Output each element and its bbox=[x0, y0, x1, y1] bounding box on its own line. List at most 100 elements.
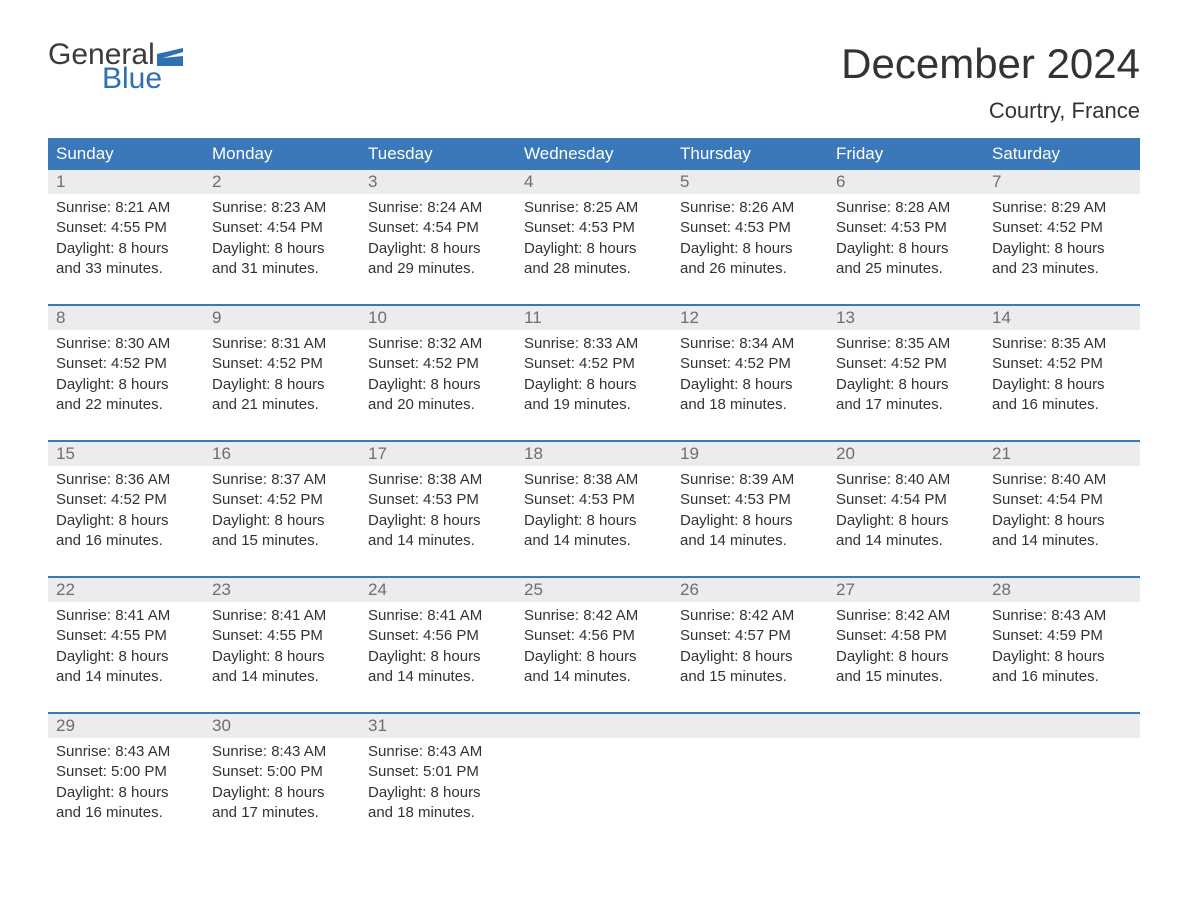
day-cell: Sunrise: 8:25 AMSunset: 4:53 PMDaylight:… bbox=[516, 194, 672, 286]
daynum-row: 891011121314 bbox=[48, 306, 1140, 330]
sunset-line: Sunset: 5:00 PM bbox=[212, 762, 352, 782]
daylight-line-1: Daylight: 8 hours bbox=[836, 375, 976, 395]
day-number: 1 bbox=[48, 170, 204, 194]
sunset-line: Sunset: 4:52 PM bbox=[524, 354, 664, 374]
sunset-line: Sunset: 4:52 PM bbox=[836, 354, 976, 374]
day-number: 28 bbox=[984, 578, 1140, 602]
daylight-line-2: and 14 minutes. bbox=[524, 667, 664, 687]
daylight-line-1: Daylight: 8 hours bbox=[368, 783, 508, 803]
daylight-line-2: and 16 minutes. bbox=[992, 667, 1132, 687]
sunrise-line: Sunrise: 8:42 AM bbox=[836, 606, 976, 626]
daylight-line-2: and 14 minutes. bbox=[368, 531, 508, 551]
day-number: 20 bbox=[828, 442, 984, 466]
sunrise-line: Sunrise: 8:35 AM bbox=[836, 334, 976, 354]
sunset-line: Sunset: 4:52 PM bbox=[56, 354, 196, 374]
sunrise-line: Sunrise: 8:38 AM bbox=[368, 470, 508, 490]
day-number: 4 bbox=[516, 170, 672, 194]
daylight-line-1: Daylight: 8 hours bbox=[368, 511, 508, 531]
day-number: 16 bbox=[204, 442, 360, 466]
weekday-header-row: SundayMondayTuesdayWednesdayThursdayFrid… bbox=[48, 138, 1140, 170]
day-number: 17 bbox=[360, 442, 516, 466]
daylight-line-1: Daylight: 8 hours bbox=[992, 511, 1132, 531]
weekday-header: Thursday bbox=[672, 138, 828, 170]
daylight-line-2: and 14 minutes. bbox=[368, 667, 508, 687]
day-number: 10 bbox=[360, 306, 516, 330]
day-cell: Sunrise: 8:41 AMSunset: 4:56 PMDaylight:… bbox=[360, 602, 516, 694]
day-cell: Sunrise: 8:31 AMSunset: 4:52 PMDaylight:… bbox=[204, 330, 360, 422]
daylight-line-1: Daylight: 8 hours bbox=[524, 511, 664, 531]
sunset-line: Sunset: 4:53 PM bbox=[680, 218, 820, 238]
daylight-line-2: and 16 minutes. bbox=[56, 531, 196, 551]
day-cell: Sunrise: 8:43 AMSunset: 4:59 PMDaylight:… bbox=[984, 602, 1140, 694]
sunset-line: Sunset: 4:52 PM bbox=[680, 354, 820, 374]
weekday-header: Saturday bbox=[984, 138, 1140, 170]
weekday-header: Wednesday bbox=[516, 138, 672, 170]
logo-word-blue: Blue bbox=[102, 64, 183, 94]
sunrise-line: Sunrise: 8:29 AM bbox=[992, 198, 1132, 218]
sunset-line: Sunset: 4:52 PM bbox=[992, 354, 1132, 374]
day-cell: Sunrise: 8:29 AMSunset: 4:52 PMDaylight:… bbox=[984, 194, 1140, 286]
day-cell: Sunrise: 8:23 AMSunset: 4:54 PMDaylight:… bbox=[204, 194, 360, 286]
weekday-header: Sunday bbox=[48, 138, 204, 170]
day-number: 12 bbox=[672, 306, 828, 330]
weekday-header: Tuesday bbox=[360, 138, 516, 170]
sunset-line: Sunset: 4:55 PM bbox=[212, 626, 352, 646]
week-row: 22232425262728Sunrise: 8:41 AMSunset: 4:… bbox=[48, 576, 1140, 694]
day-number: 6 bbox=[828, 170, 984, 194]
day-cell: Sunrise: 8:34 AMSunset: 4:52 PMDaylight:… bbox=[672, 330, 828, 422]
day-cell bbox=[984, 738, 1140, 830]
daylight-line-1: Daylight: 8 hours bbox=[212, 375, 352, 395]
sunrise-line: Sunrise: 8:30 AM bbox=[56, 334, 196, 354]
weekday-header: Monday bbox=[204, 138, 360, 170]
day-cell: Sunrise: 8:26 AMSunset: 4:53 PMDaylight:… bbox=[672, 194, 828, 286]
daylight-line-2: and 23 minutes. bbox=[992, 259, 1132, 279]
daylight-line-2: and 17 minutes. bbox=[836, 395, 976, 415]
day-number: 5 bbox=[672, 170, 828, 194]
daylight-line-1: Daylight: 8 hours bbox=[56, 647, 196, 667]
day-number: 7 bbox=[984, 170, 1140, 194]
day-cell: Sunrise: 8:42 AMSunset: 4:58 PMDaylight:… bbox=[828, 602, 984, 694]
sunrise-line: Sunrise: 8:41 AM bbox=[56, 606, 196, 626]
daylight-line-2: and 26 minutes. bbox=[680, 259, 820, 279]
header: General Blue December 2024 Courtry, Fran… bbox=[48, 40, 1140, 124]
daylight-line-2: and 29 minutes. bbox=[368, 259, 508, 279]
sunrise-line: Sunrise: 8:33 AM bbox=[524, 334, 664, 354]
sunrise-line: Sunrise: 8:36 AM bbox=[56, 470, 196, 490]
day-cell: Sunrise: 8:28 AMSunset: 4:53 PMDaylight:… bbox=[828, 194, 984, 286]
day-number: 11 bbox=[516, 306, 672, 330]
sunrise-line: Sunrise: 8:43 AM bbox=[56, 742, 196, 762]
sunset-line: Sunset: 4:54 PM bbox=[368, 218, 508, 238]
daylight-line-1: Daylight: 8 hours bbox=[836, 511, 976, 531]
day-cell: Sunrise: 8:38 AMSunset: 4:53 PMDaylight:… bbox=[360, 466, 516, 558]
day-cell bbox=[516, 738, 672, 830]
logo: General Blue bbox=[48, 40, 183, 94]
day-number: 13 bbox=[828, 306, 984, 330]
daylight-line-2: and 16 minutes. bbox=[992, 395, 1132, 415]
sunrise-line: Sunrise: 8:35 AM bbox=[992, 334, 1132, 354]
day-cell: Sunrise: 8:30 AMSunset: 4:52 PMDaylight:… bbox=[48, 330, 204, 422]
day-cell: Sunrise: 8:43 AMSunset: 5:00 PMDaylight:… bbox=[48, 738, 204, 830]
sunset-line: Sunset: 4:52 PM bbox=[56, 490, 196, 510]
sunrise-line: Sunrise: 8:21 AM bbox=[56, 198, 196, 218]
daynum-row: 15161718192021 bbox=[48, 442, 1140, 466]
week-row: 15161718192021Sunrise: 8:36 AMSunset: 4:… bbox=[48, 440, 1140, 558]
day-number bbox=[828, 714, 984, 738]
daylight-line-2: and 14 minutes. bbox=[992, 531, 1132, 551]
day-number: 25 bbox=[516, 578, 672, 602]
sunrise-line: Sunrise: 8:32 AM bbox=[368, 334, 508, 354]
daylight-line-1: Daylight: 8 hours bbox=[56, 511, 196, 531]
daylight-line-1: Daylight: 8 hours bbox=[368, 375, 508, 395]
sunset-line: Sunset: 4:53 PM bbox=[524, 218, 664, 238]
sunrise-line: Sunrise: 8:40 AM bbox=[992, 470, 1132, 490]
day-cell: Sunrise: 8:39 AMSunset: 4:53 PMDaylight:… bbox=[672, 466, 828, 558]
title-block: December 2024 Courtry, France bbox=[841, 40, 1140, 124]
sunrise-line: Sunrise: 8:42 AM bbox=[524, 606, 664, 626]
day-cell: Sunrise: 8:41 AMSunset: 4:55 PMDaylight:… bbox=[204, 602, 360, 694]
daylight-line-1: Daylight: 8 hours bbox=[680, 239, 820, 259]
sunset-line: Sunset: 4:53 PM bbox=[368, 490, 508, 510]
location: Courtry, France bbox=[841, 98, 1140, 124]
daylight-line-2: and 15 minutes. bbox=[212, 531, 352, 551]
day-number: 21 bbox=[984, 442, 1140, 466]
daylight-line-1: Daylight: 8 hours bbox=[56, 239, 196, 259]
day-cell: Sunrise: 8:36 AMSunset: 4:52 PMDaylight:… bbox=[48, 466, 204, 558]
